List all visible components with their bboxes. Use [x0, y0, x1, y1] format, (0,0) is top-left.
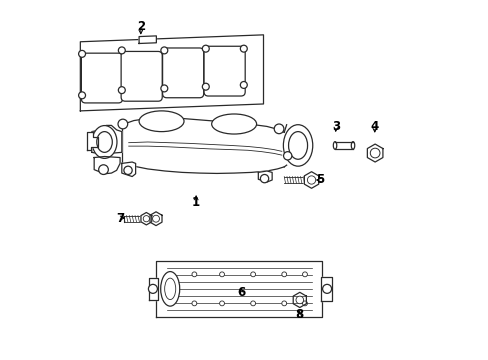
Polygon shape: [87, 132, 98, 150]
Ellipse shape: [139, 111, 183, 132]
Circle shape: [281, 301, 286, 306]
Polygon shape: [366, 144, 382, 162]
Text: 5: 5: [316, 174, 324, 186]
Circle shape: [369, 148, 379, 158]
Circle shape: [250, 272, 255, 277]
FancyBboxPatch shape: [163, 48, 203, 98]
Circle shape: [240, 45, 247, 52]
Ellipse shape: [164, 278, 175, 300]
Ellipse shape: [333, 141, 336, 149]
Circle shape: [274, 124, 284, 134]
Ellipse shape: [350, 141, 354, 149]
Text: 4: 4: [370, 120, 378, 133]
Circle shape: [322, 284, 331, 293]
Circle shape: [148, 284, 157, 293]
Ellipse shape: [97, 132, 112, 152]
Ellipse shape: [288, 132, 307, 159]
Polygon shape: [141, 212, 151, 225]
Circle shape: [295, 296, 303, 304]
Circle shape: [260, 175, 268, 183]
Circle shape: [302, 272, 307, 277]
Text: 7: 7: [116, 212, 124, 225]
Polygon shape: [258, 171, 272, 182]
Circle shape: [202, 83, 209, 90]
Circle shape: [304, 173, 318, 187]
Circle shape: [161, 85, 167, 92]
Circle shape: [302, 301, 307, 306]
Text: 2: 2: [137, 20, 144, 33]
Circle shape: [152, 215, 159, 222]
Ellipse shape: [211, 114, 256, 134]
Polygon shape: [293, 292, 306, 307]
Circle shape: [79, 92, 85, 99]
Circle shape: [240, 81, 247, 89]
Polygon shape: [122, 118, 284, 174]
Circle shape: [118, 119, 127, 129]
Ellipse shape: [161, 271, 179, 306]
Polygon shape: [94, 157, 120, 174]
Polygon shape: [304, 172, 318, 188]
Circle shape: [219, 272, 224, 277]
Ellipse shape: [92, 126, 117, 158]
Polygon shape: [148, 278, 158, 300]
Polygon shape: [122, 162, 135, 176]
Circle shape: [307, 176, 315, 184]
Circle shape: [202, 45, 209, 52]
FancyBboxPatch shape: [203, 46, 244, 96]
Circle shape: [118, 87, 125, 94]
Polygon shape: [92, 125, 122, 154]
Polygon shape: [334, 141, 352, 149]
Polygon shape: [150, 212, 162, 226]
Circle shape: [250, 301, 255, 306]
Circle shape: [79, 50, 85, 57]
Text: 6: 6: [236, 286, 244, 299]
Circle shape: [118, 47, 125, 54]
Text: 3: 3: [331, 120, 340, 133]
Ellipse shape: [283, 125, 312, 166]
Circle shape: [192, 301, 196, 306]
Circle shape: [281, 272, 286, 277]
Polygon shape: [80, 35, 263, 111]
Polygon shape: [156, 261, 322, 316]
Circle shape: [161, 47, 167, 54]
Circle shape: [283, 152, 291, 160]
Polygon shape: [320, 277, 331, 301]
FancyBboxPatch shape: [81, 53, 122, 103]
Text: 1: 1: [192, 196, 200, 209]
Circle shape: [99, 165, 108, 175]
Circle shape: [219, 301, 224, 306]
FancyBboxPatch shape: [121, 51, 162, 101]
Circle shape: [123, 166, 132, 175]
Circle shape: [192, 272, 196, 277]
Text: 8: 8: [295, 308, 304, 321]
Polygon shape: [139, 36, 156, 44]
Circle shape: [143, 216, 149, 222]
